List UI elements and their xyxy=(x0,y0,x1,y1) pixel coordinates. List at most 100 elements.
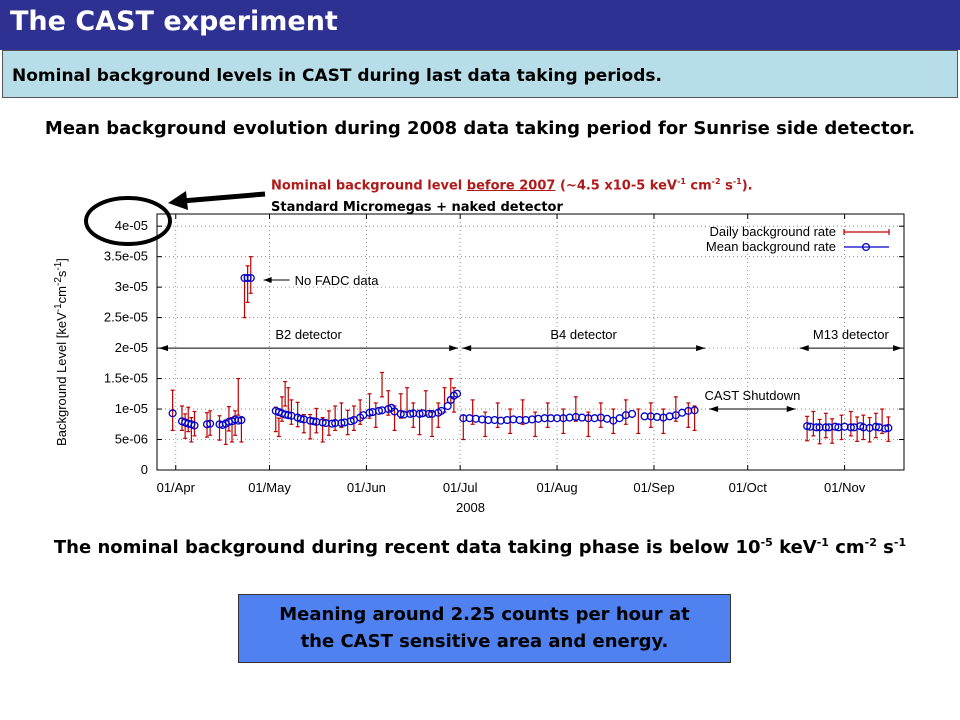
mean-rate-point xyxy=(690,406,699,415)
conclusion-cm: cm xyxy=(828,537,865,558)
y-axis-label: Background Level [keV-1cm-2s-1] xyxy=(53,258,69,446)
mean-rate-point xyxy=(202,420,212,429)
y-axis-label-part: ] xyxy=(54,258,69,262)
x-axis-label: 2008 xyxy=(456,500,485,515)
mean-rate-point xyxy=(453,389,462,398)
counts-callout-box: Meaning around 2.25 counts per hour at t… xyxy=(238,594,731,663)
note-prefix: Nominal background level xyxy=(271,178,467,194)
x-tick-label: 01/Jul xyxy=(443,480,478,495)
note-line-2: Standard Micromegas + naked detector xyxy=(271,200,563,216)
x-tick-label: 01/May xyxy=(248,480,291,495)
note-cm: cm xyxy=(685,178,712,194)
mean-rate-point xyxy=(437,406,446,415)
conclusion-exp-d: -1 xyxy=(893,536,907,549)
mean-rate-point xyxy=(628,409,637,418)
period-arrow-head xyxy=(709,406,719,413)
x-tick-label: 01/Apr xyxy=(157,480,196,495)
legend-swatch-mean-marker xyxy=(861,242,871,252)
note-line-1: Nominal background level before 2007 (~4… xyxy=(271,171,753,197)
y-tick-label: 3.5e-05 xyxy=(104,249,148,264)
period-arrow-head xyxy=(462,345,472,352)
x-tick-label: 01/Nov xyxy=(824,480,866,495)
callout-arrowhead xyxy=(168,191,188,210)
mean-rate-point xyxy=(243,273,252,283)
y-axis-label-part: s xyxy=(54,270,69,277)
period-label: B4 detector xyxy=(550,327,617,342)
mean-rate-point xyxy=(846,423,855,432)
mean-rate-point xyxy=(415,409,424,418)
note-exp-2: -2 xyxy=(711,177,721,186)
conclusion-kev: keV xyxy=(772,537,817,558)
period-arrow-head xyxy=(449,345,459,352)
chart-headline: Mean background evolution during 2008 da… xyxy=(44,118,916,139)
period-arrow-head xyxy=(786,406,796,413)
x-tick-label: 01/Jun xyxy=(347,480,386,495)
mean-rate-point xyxy=(812,423,821,432)
period-label: M13 detector xyxy=(813,327,890,342)
note-underlined: before 2007 xyxy=(466,178,556,194)
mean-rate-point xyxy=(374,406,383,415)
annotation-label: No FADC data xyxy=(295,273,380,288)
mean-rate-point xyxy=(309,417,318,426)
mean-rate-point xyxy=(443,401,452,411)
y-axis-label-part: cm xyxy=(54,286,69,303)
legend-label-mean: Mean background rate xyxy=(706,239,836,254)
y-tick-label: 1.5e-05 xyxy=(104,371,148,386)
mean-rate-point xyxy=(190,421,199,430)
mean-rate-point xyxy=(237,415,246,425)
period-arrow-head xyxy=(159,345,168,352)
mean-rate-point xyxy=(884,423,893,432)
note-s: s xyxy=(720,178,733,194)
title-bar: The CAST experiment xyxy=(0,0,960,50)
period-label: B2 detector xyxy=(275,327,342,342)
y-tick-label: 3e-05 xyxy=(115,279,148,294)
mean-rate-point xyxy=(615,414,624,423)
y-axis-label-part: Background Level [keV xyxy=(54,312,69,446)
mean-rate-point xyxy=(284,411,293,420)
conclusion-exp-c: -2 xyxy=(864,536,877,549)
nominal-level-note: Nominal background level before 2007 (~4… xyxy=(271,171,753,219)
note-exp-1: -1 xyxy=(677,177,686,186)
y-tick-label: 1e-05 xyxy=(115,401,148,416)
conclusion-prefix: The nominal background during recent dat… xyxy=(53,537,761,558)
mean-rate-point xyxy=(406,409,415,418)
highlight-ellipse xyxy=(84,196,172,246)
subtitle-bar: Nominal background levels in CAST during… xyxy=(2,50,958,98)
x-tick-label: 01/Aug xyxy=(536,480,577,495)
mean-rate-point xyxy=(821,423,830,432)
callout-line-1: Meaning around 2.25 counts per hour at xyxy=(279,604,690,625)
legend-label-daily: Daily background rate xyxy=(710,224,836,239)
conclusion-exp-b: -1 xyxy=(816,536,829,549)
annotation-arrow-head xyxy=(263,277,272,283)
mean-rate-point xyxy=(337,419,346,428)
mean-rate-point xyxy=(318,418,327,427)
y-tick-label: 0 xyxy=(141,462,148,477)
mean-rate-point xyxy=(831,422,840,431)
period-label: CAST Shutdown xyxy=(704,388,800,403)
y-tick-label: 2.5e-05 xyxy=(104,310,148,325)
y-tick-label: 5e-06 xyxy=(115,432,148,447)
mean-rate-point xyxy=(168,409,177,418)
y-tick-label: 4e-05 xyxy=(115,218,148,233)
y-axis-label-part: -1 xyxy=(53,303,64,312)
mean-rate-point xyxy=(881,424,890,433)
mean-rate-point xyxy=(396,409,405,418)
mean-rate-point xyxy=(296,414,305,423)
period-arrow-head xyxy=(696,345,706,352)
mean-rate-point xyxy=(327,419,337,428)
mean-rate-point xyxy=(365,408,374,417)
callout-line-2: the CAST sensitive area and energy. xyxy=(300,631,669,652)
mean-rate-point xyxy=(871,422,880,431)
note-suffix: (~4.5 x10-5 keV xyxy=(555,178,677,194)
conclusion-exp-a: -5 xyxy=(760,536,773,549)
conclusion-s: s xyxy=(876,537,894,558)
period-arrow-head xyxy=(799,345,809,352)
mean-rate-point xyxy=(424,409,433,418)
callout-arrow xyxy=(181,191,266,204)
y-tick-label: 2e-05 xyxy=(115,340,148,355)
period-arrow-head xyxy=(893,345,902,352)
mean-rate-point xyxy=(246,273,255,283)
mean-rate-point xyxy=(803,422,812,431)
mean-rate-point xyxy=(234,416,243,425)
